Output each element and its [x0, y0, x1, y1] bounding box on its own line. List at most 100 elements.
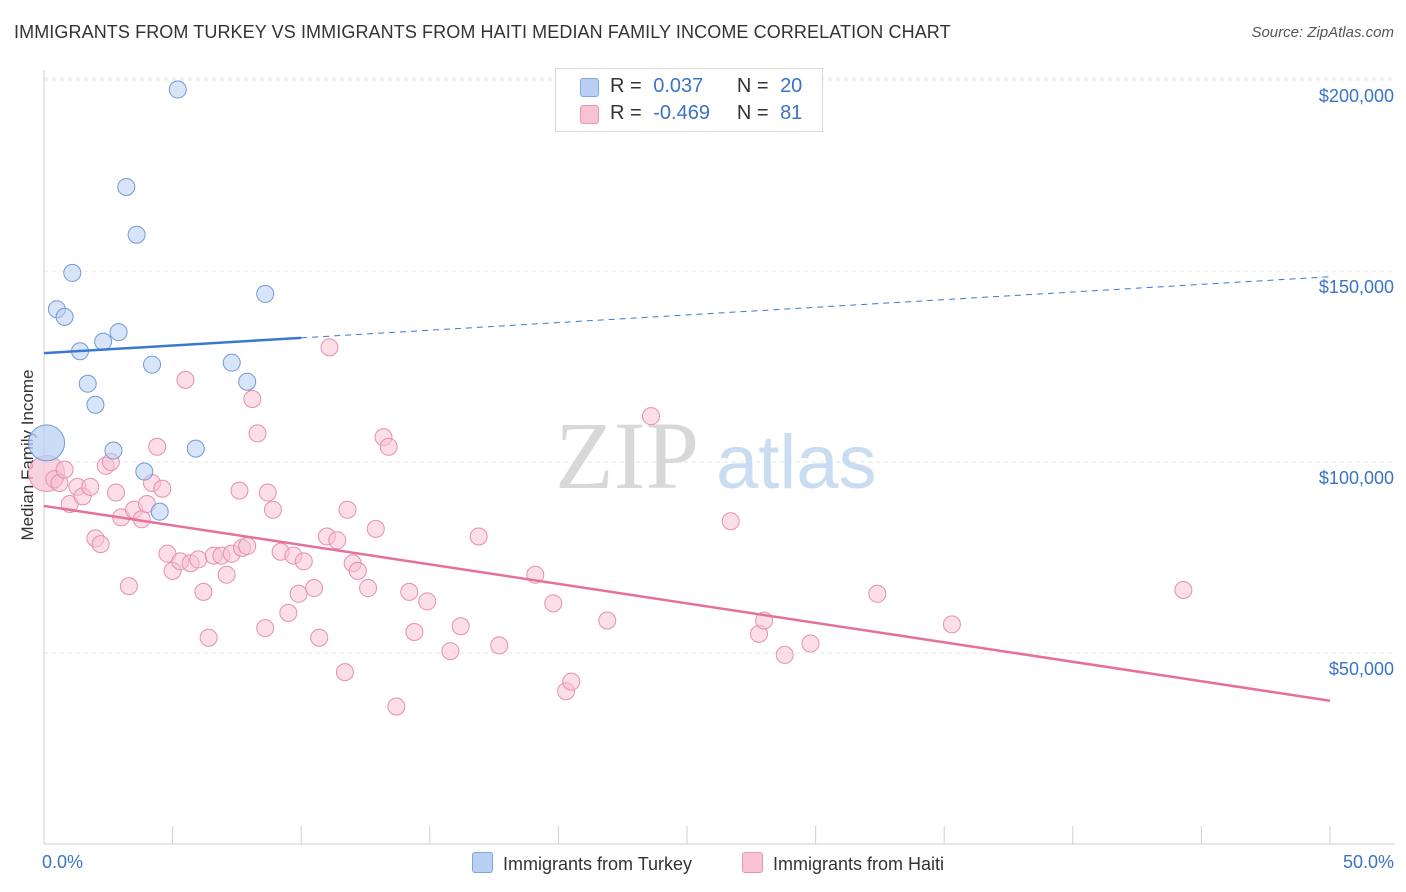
haiti-points — [28, 338, 1193, 716]
haiti-point — [359, 579, 378, 598]
n-label: N = — [736, 75, 769, 97]
turkey-points — [28, 80, 275, 521]
haiti-point — [338, 500, 357, 519]
turkey-point — [143, 355, 162, 374]
haiti-point — [490, 636, 509, 655]
haiti-point — [243, 389, 262, 408]
haiti-point — [641, 407, 660, 426]
haiti-point — [335, 663, 354, 682]
chart-title: IMMIGRANTS FROM TURKEY VS IMMIGRANTS FRO… — [14, 22, 951, 42]
haiti-point — [942, 615, 961, 634]
legend-label-turkey: Immigrants from Turkey — [503, 854, 693, 874]
y-tick-label: $150,000 — [1318, 277, 1394, 297]
legend-label-haiti: Immigrants from Haiti — [773, 854, 945, 874]
haiti-swatch — [742, 852, 763, 873]
haiti-point — [230, 481, 249, 500]
haiti-point — [107, 483, 126, 502]
axes — [43, 70, 1395, 845]
y-tick-label: $50,000 — [1328, 659, 1394, 679]
haiti-point — [562, 672, 581, 691]
haiti-point — [258, 483, 277, 502]
legend-item-turkey: Immigrants from Turkey — [472, 852, 692, 875]
haiti-point — [263, 500, 282, 519]
turkey-trend-line — [43, 336, 302, 355]
x-tick-label-max: 50.0% — [1342, 852, 1394, 872]
y-tick-label: $100,000 — [1318, 468, 1394, 488]
haiti-point — [418, 592, 437, 611]
haiti-point — [328, 531, 347, 550]
n-value-turkey: 20 — [780, 75, 803, 97]
haiti-point — [81, 477, 100, 496]
watermark-atlas: atlas — [716, 420, 877, 505]
haiti-point — [405, 622, 424, 641]
haiti-point — [387, 697, 406, 716]
turkey-swatch — [472, 852, 493, 873]
x-tick-label-min: 0.0% — [42, 852, 84, 872]
haiti-swatch — [580, 105, 599, 124]
turkey-point — [109, 323, 128, 342]
turkey-point — [55, 307, 74, 326]
turkey-point — [238, 372, 257, 391]
r-value-turkey: 0.037 — [653, 75, 704, 97]
turkey-point — [150, 502, 169, 521]
haiti-point — [544, 594, 563, 613]
haiti-point — [310, 628, 329, 647]
haiti-point — [91, 535, 110, 554]
correlation-legend: R = 0.037 N = 20 R = -0.469 N = 81 — [555, 68, 823, 132]
haiti-point — [217, 565, 236, 584]
turkey-point — [28, 424, 66, 462]
haiti-point — [294, 552, 313, 571]
haiti-point — [366, 519, 385, 538]
turkey-point — [222, 353, 241, 372]
haiti-point — [194, 582, 213, 601]
turkey-point — [78, 374, 97, 393]
n-value-haiti: 81 — [780, 102, 803, 124]
haiti-point — [305, 579, 324, 598]
n-label: N = — [736, 102, 769, 124]
haiti-point — [721, 512, 740, 531]
haiti-point — [148, 437, 167, 456]
turkey-swatch — [580, 78, 599, 97]
haiti-point — [379, 437, 398, 456]
haiti-point — [348, 561, 367, 580]
haiti-point — [55, 460, 74, 479]
haiti-point — [153, 479, 172, 498]
haiti-point — [289, 584, 308, 603]
turkey-point — [256, 284, 275, 303]
haiti-point — [400, 582, 419, 601]
haiti-point — [775, 645, 794, 664]
gridlines — [44, 77, 1395, 654]
turkey-point — [86, 395, 105, 414]
turkey-point — [135, 462, 154, 481]
haiti-point — [279, 603, 298, 622]
legend-item-haiti: Immigrants from Haiti — [742, 852, 944, 875]
turkey-point — [63, 263, 82, 282]
r-value-haiti: -0.469 — [653, 102, 710, 124]
haiti-point — [598, 611, 617, 630]
y-tick-label: $200,000 — [1318, 86, 1394, 106]
turkey-point — [104, 441, 123, 460]
haiti-point — [469, 527, 488, 546]
haiti-point — [451, 617, 470, 636]
turkey-point — [186, 439, 205, 458]
trend-lines — [43, 276, 1331, 702]
r-label: R = — [610, 75, 642, 97]
haiti-point — [1174, 580, 1193, 599]
haiti-trend-line — [43, 504, 1331, 702]
haiti-point — [189, 550, 208, 569]
haiti-point — [176, 370, 195, 389]
haiti-point — [248, 424, 267, 443]
watermark-zip: ZIP — [555, 402, 699, 509]
r-label: R = — [610, 102, 642, 124]
turkey-point — [168, 80, 187, 99]
haiti-point — [199, 628, 218, 647]
haiti-point — [801, 634, 820, 653]
turkey-point — [127, 225, 146, 244]
turkey-trend-extension — [301, 276, 1331, 339]
haiti-point — [441, 642, 460, 661]
haiti-point — [238, 537, 257, 556]
turkey-point — [117, 177, 136, 196]
turkey-point — [94, 332, 113, 351]
haiti-point — [320, 338, 339, 357]
